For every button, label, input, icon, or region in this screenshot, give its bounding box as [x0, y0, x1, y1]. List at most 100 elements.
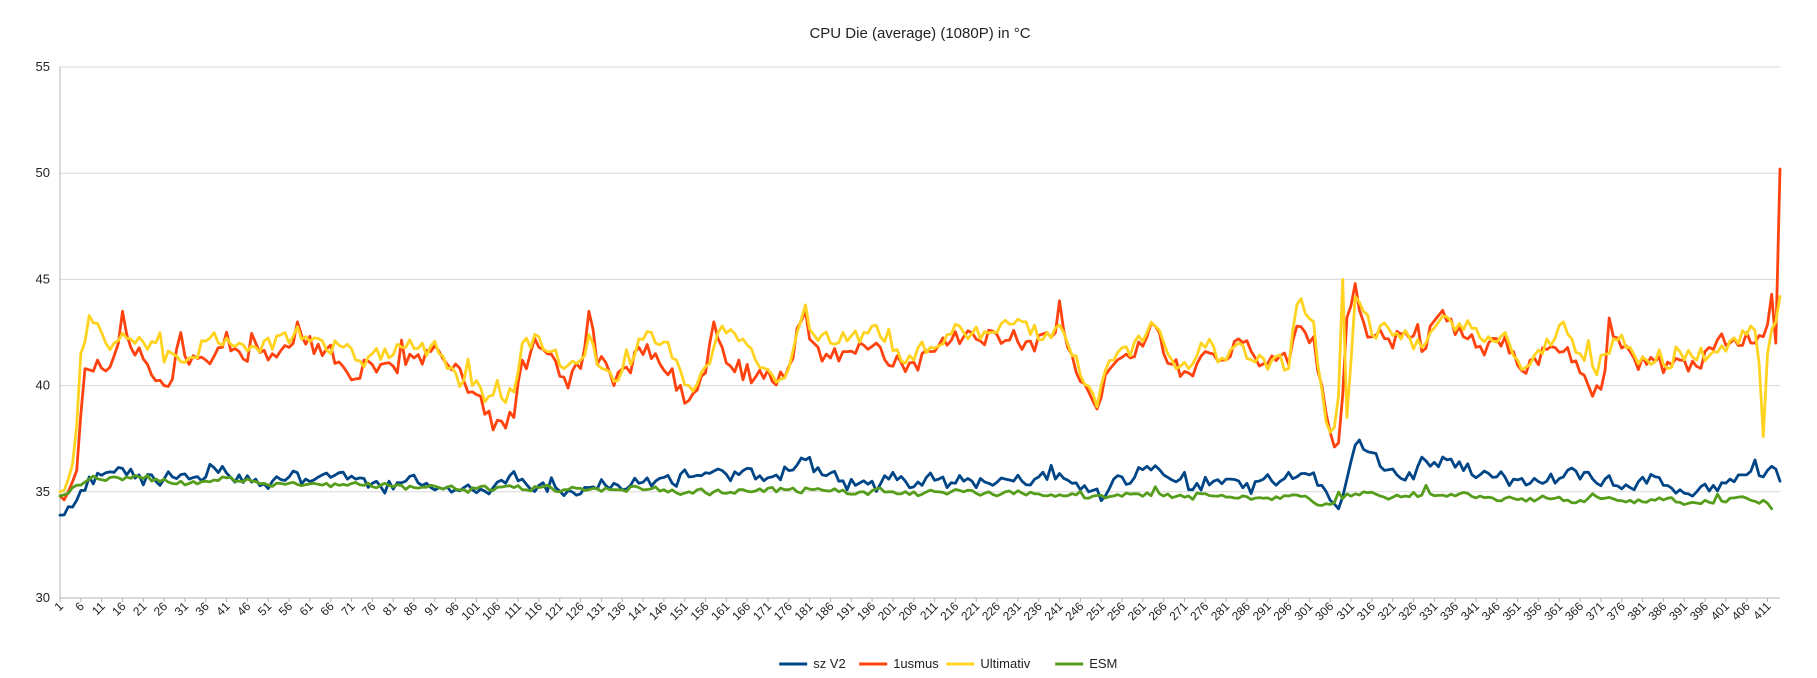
- x-tick-label: 261: [1125, 599, 1149, 623]
- x-tick-label: 166: [729, 599, 753, 623]
- x-tick-label: 26: [151, 599, 171, 619]
- legend-label: Ultimativ: [980, 656, 1030, 671]
- x-tick-label: 61: [297, 599, 317, 619]
- x-tick-label: 11: [89, 599, 108, 618]
- x-tick-label: 316: [1354, 599, 1378, 623]
- x-tick-label: 326: [1396, 599, 1420, 623]
- x-tick-label: 171: [750, 599, 774, 623]
- y-tick-label: 30: [36, 590, 50, 605]
- x-tick-label: 241: [1042, 599, 1066, 623]
- x-tick-label: 106: [479, 599, 503, 623]
- x-tick-label: 391: [1666, 599, 1690, 623]
- x-tick-label: 396: [1687, 599, 1711, 623]
- x-tick-label: 76: [359, 599, 379, 619]
- x-tick-label: 81: [380, 599, 400, 619]
- x-tick-label: 236: [1021, 599, 1045, 623]
- x-tick-label: 111: [501, 599, 524, 622]
- x-tick-label: 41: [213, 599, 233, 619]
- x-tick-label: 331: [1416, 599, 1440, 623]
- y-tick-label: 55: [36, 59, 50, 74]
- y-tick-label: 40: [36, 378, 50, 393]
- x-tick-label: 346: [1479, 599, 1503, 623]
- x-tick-label: 341: [1458, 599, 1482, 623]
- x-tick-label: 176: [771, 599, 795, 623]
- x-tick-label: 31: [172, 599, 192, 619]
- x-tick-label: 91: [422, 599, 442, 619]
- x-tick-label: 196: [854, 599, 878, 623]
- axes: [59, 67, 1780, 599]
- x-tick-label: 151: [667, 599, 691, 623]
- x-tick-label: 141: [625, 599, 649, 623]
- x-tick-label: 1: [51, 599, 66, 614]
- y-tick-label: 50: [36, 165, 50, 180]
- x-tick-label: 386: [1645, 599, 1669, 623]
- x-tick-label: 181: [792, 599, 816, 623]
- x-tick-label: 231: [1000, 599, 1024, 623]
- x-tick-label: 376: [1604, 599, 1628, 623]
- x-axis-ticks: 1 6 11 16 21 26 31 36 41 46 51 56 61 66 71 76 81 86 91 9610…: [51, 598, 1774, 623]
- x-tick-label: 206: [896, 599, 920, 623]
- x-tick-label: 51: [255, 599, 275, 619]
- x-tick-label: 126: [563, 599, 587, 623]
- x-tick-label: 101: [459, 599, 483, 623]
- x-tick-label: 216: [937, 599, 961, 623]
- x-tick-label: 21: [130, 599, 150, 619]
- x-tick-label: 271: [1167, 599, 1191, 623]
- x-tick-label: 16: [109, 599, 129, 619]
- x-tick-label: 201: [875, 599, 899, 623]
- series-line-1: [58, 438, 1782, 517]
- legend-label: 1usmus: [893, 656, 939, 671]
- x-tick-label: 86: [401, 599, 421, 619]
- chart-title: CPU Die (average) (1080P) in °C: [809, 25, 1030, 42]
- x-tick-label: 381: [1625, 599, 1649, 623]
- x-tick-label: 276: [1187, 599, 1211, 623]
- x-tick-label: 361: [1541, 599, 1565, 623]
- x-tick-label: 291: [1250, 599, 1274, 623]
- x-tick-label: 6: [72, 599, 87, 614]
- x-tick-label: 116: [522, 599, 546, 623]
- series-line-3: [58, 278, 1782, 494]
- x-tick-label: 246: [1062, 599, 1086, 623]
- x-tick-label: 156: [688, 599, 712, 623]
- x-tick-label: 131: [583, 599, 607, 623]
- series-line-2: [58, 167, 1782, 502]
- series-lines: [58, 167, 1782, 517]
- x-tick-label: 296: [1271, 599, 1295, 623]
- x-tick-label: 401: [1708, 599, 1732, 623]
- x-tick-label: 96: [442, 599, 462, 619]
- x-tick-label: 36: [193, 599, 213, 619]
- x-tick-label: 306: [1312, 599, 1336, 623]
- series-line-4: [58, 473, 1774, 511]
- x-tick-label: 121: [542, 599, 566, 623]
- x-tick-label: 186: [813, 599, 837, 623]
- x-tick-label: 356: [1521, 599, 1545, 623]
- x-tick-label: 146: [646, 599, 670, 623]
- x-tick-label: 301: [1291, 599, 1315, 623]
- x-tick-label: 311: [1334, 599, 1358, 623]
- x-tick-label: 371: [1583, 599, 1607, 623]
- x-tick-label: 221: [958, 599, 982, 623]
- x-tick-label: 226: [979, 599, 1003, 623]
- x-tick-label: 71: [338, 599, 358, 619]
- grid-lines: [60, 66, 1780, 493]
- x-tick-label: 406: [1729, 599, 1753, 623]
- x-tick-label: 251: [1083, 599, 1107, 623]
- x-tick-label: 286: [1229, 599, 1253, 623]
- x-tick-label: 281: [1208, 599, 1232, 623]
- legend-label: sz V2: [813, 656, 846, 671]
- y-tick-label: 45: [36, 271, 50, 286]
- legend: sz V2 1usmus Ultimativ ESM: [779, 656, 1117, 671]
- x-tick-label: 136: [604, 599, 628, 623]
- x-tick-label: 336: [1437, 599, 1461, 623]
- x-tick-label: 66: [317, 599, 337, 619]
- x-tick-label: 56: [276, 599, 296, 619]
- x-tick-label: 211: [917, 599, 941, 623]
- x-tick-label: 256: [1104, 599, 1128, 623]
- x-tick-label: 266: [1146, 599, 1170, 623]
- x-tick-label: 411: [1750, 599, 1774, 623]
- x-tick-label: 161: [708, 599, 732, 623]
- x-tick-label: 321: [1375, 599, 1399, 623]
- legend-label: ESM: [1089, 656, 1117, 671]
- x-tick-label: 46: [234, 599, 254, 619]
